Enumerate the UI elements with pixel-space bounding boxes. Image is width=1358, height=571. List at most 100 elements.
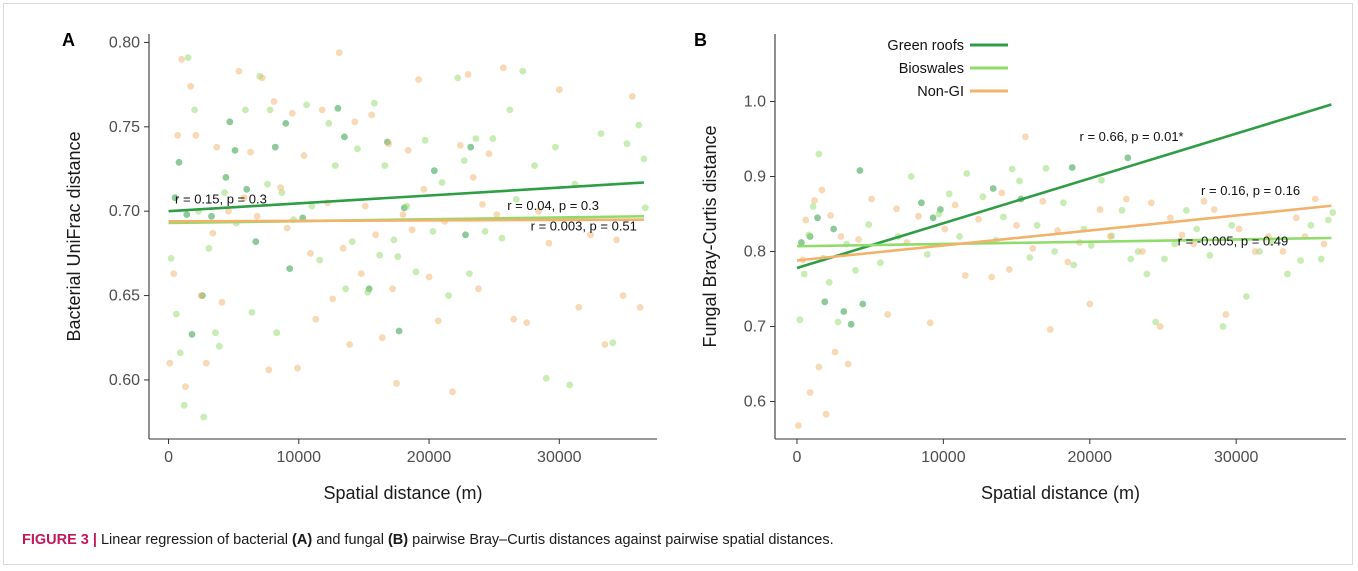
- data-point-bioswales: [809, 203, 817, 210]
- data-point-non-gi: [601, 341, 609, 348]
- data-point-non-gi: [283, 224, 291, 232]
- data-point-green-roofs: [286, 265, 294, 272]
- data-point-bioswales: [498, 234, 506, 242]
- legend-label-non-gi: Non-GI: [917, 84, 964, 100]
- data-point-bioswales: [552, 143, 559, 151]
- x-tick-label: 10000: [277, 449, 322, 466]
- data-point-bioswales: [316, 256, 323, 264]
- data-point-non-gi: [294, 364, 301, 372]
- data-point-bioswales: [454, 74, 462, 82]
- data-point-bioswales: [273, 329, 281, 337]
- figure-panel: 0 10000 20000 30000 0.60 0.65 0.70 0.75 0.80 Spat…: [3, 3, 1353, 565]
- data-point-bioswales: [1219, 323, 1227, 330]
- y-tick-label: 0.70: [109, 203, 140, 220]
- data-point-bioswales: [825, 278, 833, 286]
- data-point-non-gi: [1086, 300, 1094, 308]
- data-point-bioswales: [180, 401, 188, 409]
- data-point-non-gi: [831, 348, 839, 356]
- data-point-non-gi: [1054, 227, 1061, 234]
- data-point-bioswales: [623, 140, 631, 148]
- data-point-bioswales: [1183, 206, 1190, 214]
- legend-label-bioswales: Bioswales: [899, 61, 964, 77]
- panel-label: B: [694, 30, 707, 50]
- data-point-bioswales: [460, 157, 468, 165]
- data-point-bioswales: [176, 349, 184, 357]
- data-point-non-gi: [802, 216, 810, 224]
- data-point-bioswales: [923, 251, 931, 258]
- data-point-bioswales: [1008, 165, 1016, 173]
- data-point-non-gi: [182, 383, 189, 391]
- data-point-non-gi: [587, 231, 594, 239]
- panel-label: A: [62, 30, 75, 50]
- data-point-bioswales: [877, 259, 884, 267]
- data-point-bioswales: [1206, 251, 1214, 259]
- data-point-non-gi: [192, 131, 200, 139]
- data-point-bioswales: [264, 180, 271, 188]
- data-point-non-gi: [258, 74, 266, 82]
- data-point-green-roofs: [183, 211, 191, 219]
- data-point-non-gi: [312, 315, 320, 323]
- data-point-bioswales: [935, 210, 943, 218]
- data-point-non-gi: [372, 231, 379, 239]
- data-point-non-gi: [961, 272, 969, 279]
- data-point-non-gi: [307, 250, 314, 257]
- data-point-green-roofs: [918, 199, 925, 207]
- data-point-non-gi: [545, 239, 553, 247]
- data-point-non-gi: [1029, 245, 1037, 252]
- data-point-non-gi: [975, 215, 982, 223]
- data-point-non-gi: [449, 388, 456, 396]
- data-point-non-gi: [998, 189, 1006, 197]
- data-point-bioswales: [1118, 206, 1126, 214]
- data-point-green-roofs: [840, 308, 848, 315]
- data-point-bioswales: [531, 162, 538, 170]
- data-point-non-gi: [300, 152, 308, 159]
- y-tick-label: 0.65: [109, 288, 140, 305]
- regression-line-non-gi: [168, 218, 644, 223]
- data-point-non-gi: [1200, 197, 1208, 205]
- data-point-bioswales: [542, 374, 550, 382]
- data-point-green-roofs: [830, 225, 837, 233]
- data-point-green-roofs: [859, 300, 867, 308]
- data-point-green-roofs: [334, 104, 342, 112]
- data-point-non-gi: [393, 379, 400, 387]
- x-tick-label: 30000: [537, 449, 582, 466]
- data-point-bioswales: [403, 202, 411, 210]
- data-point-non-gi: [1096, 206, 1104, 213]
- caption-panel-b-ref: (B): [387, 532, 409, 548]
- data-point-non-gi: [941, 225, 949, 233]
- data-point-bioswales: [1307, 221, 1315, 229]
- data-point-bioswales: [354, 145, 361, 153]
- y-tick-label: 0.9: [744, 169, 766, 186]
- data-point-bioswales: [390, 236, 398, 244]
- data-point-green-roofs: [175, 158, 183, 166]
- caption-figure-label: FIGURE 3 |: [22, 532, 97, 548]
- stat-annotation-non-gi: r = 0.16, p = 0.16: [1201, 183, 1300, 198]
- data-point-bioswales: [597, 130, 605, 137]
- y-axis-title: Bacterial UniFrac distance: [64, 131, 84, 341]
- x-axis-title: Spatial distance (m): [981, 483, 1140, 503]
- data-point-non-gi: [510, 315, 518, 323]
- data-point-green-roofs: [856, 167, 864, 174]
- data-point-non-gi: [318, 106, 326, 114]
- regression-line-green-roofs: [796, 103, 1332, 270]
- data-point-non-gi: [893, 205, 900, 213]
- data-point-bioswales: [331, 162, 339, 170]
- data-point-bioswales: [640, 155, 648, 163]
- data-point-bioswales: [481, 228, 489, 235]
- data-point-non-gi: [915, 212, 922, 220]
- data-point-bioswales: [1087, 242, 1095, 249]
- data-point-bioswales: [1143, 270, 1151, 278]
- data-point-non-gi: [247, 148, 255, 156]
- data-point-bioswales: [1284, 270, 1291, 278]
- data-point-bioswales: [834, 318, 842, 326]
- stat-annotation-bioswales: r = 0.04, p = 0.3: [507, 198, 599, 213]
- x-tick-label: 20000: [407, 449, 452, 466]
- data-point-non-gi: [988, 273, 996, 281]
- data-point-bioswales: [364, 288, 372, 296]
- data-point-green-roofs: [171, 194, 179, 202]
- data-point-bioswales: [167, 255, 175, 262]
- data-point-non-gi: [1235, 225, 1243, 233]
- data-point-bioswales: [1070, 261, 1078, 269]
- y-tick-label: 1.0: [744, 94, 766, 111]
- data-point-non-gi: [1139, 248, 1146, 255]
